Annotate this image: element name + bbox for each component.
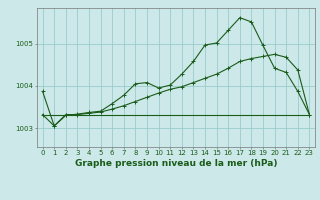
X-axis label: Graphe pression niveau de la mer (hPa): Graphe pression niveau de la mer (hPa) [75, 159, 277, 168]
